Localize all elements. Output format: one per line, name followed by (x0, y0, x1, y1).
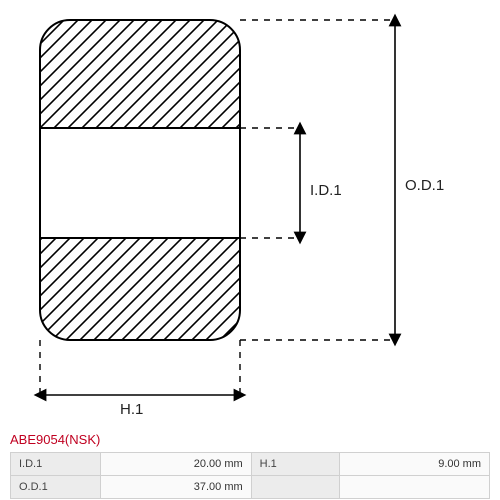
spec-value: 37.00 mm (101, 476, 252, 499)
hatched-top (40, 20, 240, 128)
label-od: O.D.1 (405, 177, 444, 194)
label-id: I.D.1 (310, 182, 342, 199)
spec-key: H.1 (251, 453, 340, 476)
spec-table: I.D.1 20.00 mm H.1 9.00 mm O.D.1 37.00 m… (10, 452, 490, 499)
spec-key: I.D.1 (11, 453, 101, 476)
part-code: ABE9054(NSK) (10, 432, 100, 447)
label-h: H.1 (120, 401, 143, 418)
spec-key: O.D.1 (11, 476, 101, 499)
bearing-cross-section: O.D.1 I.D.1 H.1 (0, 0, 500, 430)
spec-value: 9.00 mm (340, 453, 490, 476)
spec-key (251, 476, 340, 499)
table-row: I.D.1 20.00 mm H.1 9.00 mm (11, 453, 490, 476)
hatched-bottom (40, 238, 240, 340)
spec-value: 20.00 mm (101, 453, 252, 476)
spec-value (340, 476, 490, 499)
table-row: O.D.1 37.00 mm (11, 476, 490, 499)
